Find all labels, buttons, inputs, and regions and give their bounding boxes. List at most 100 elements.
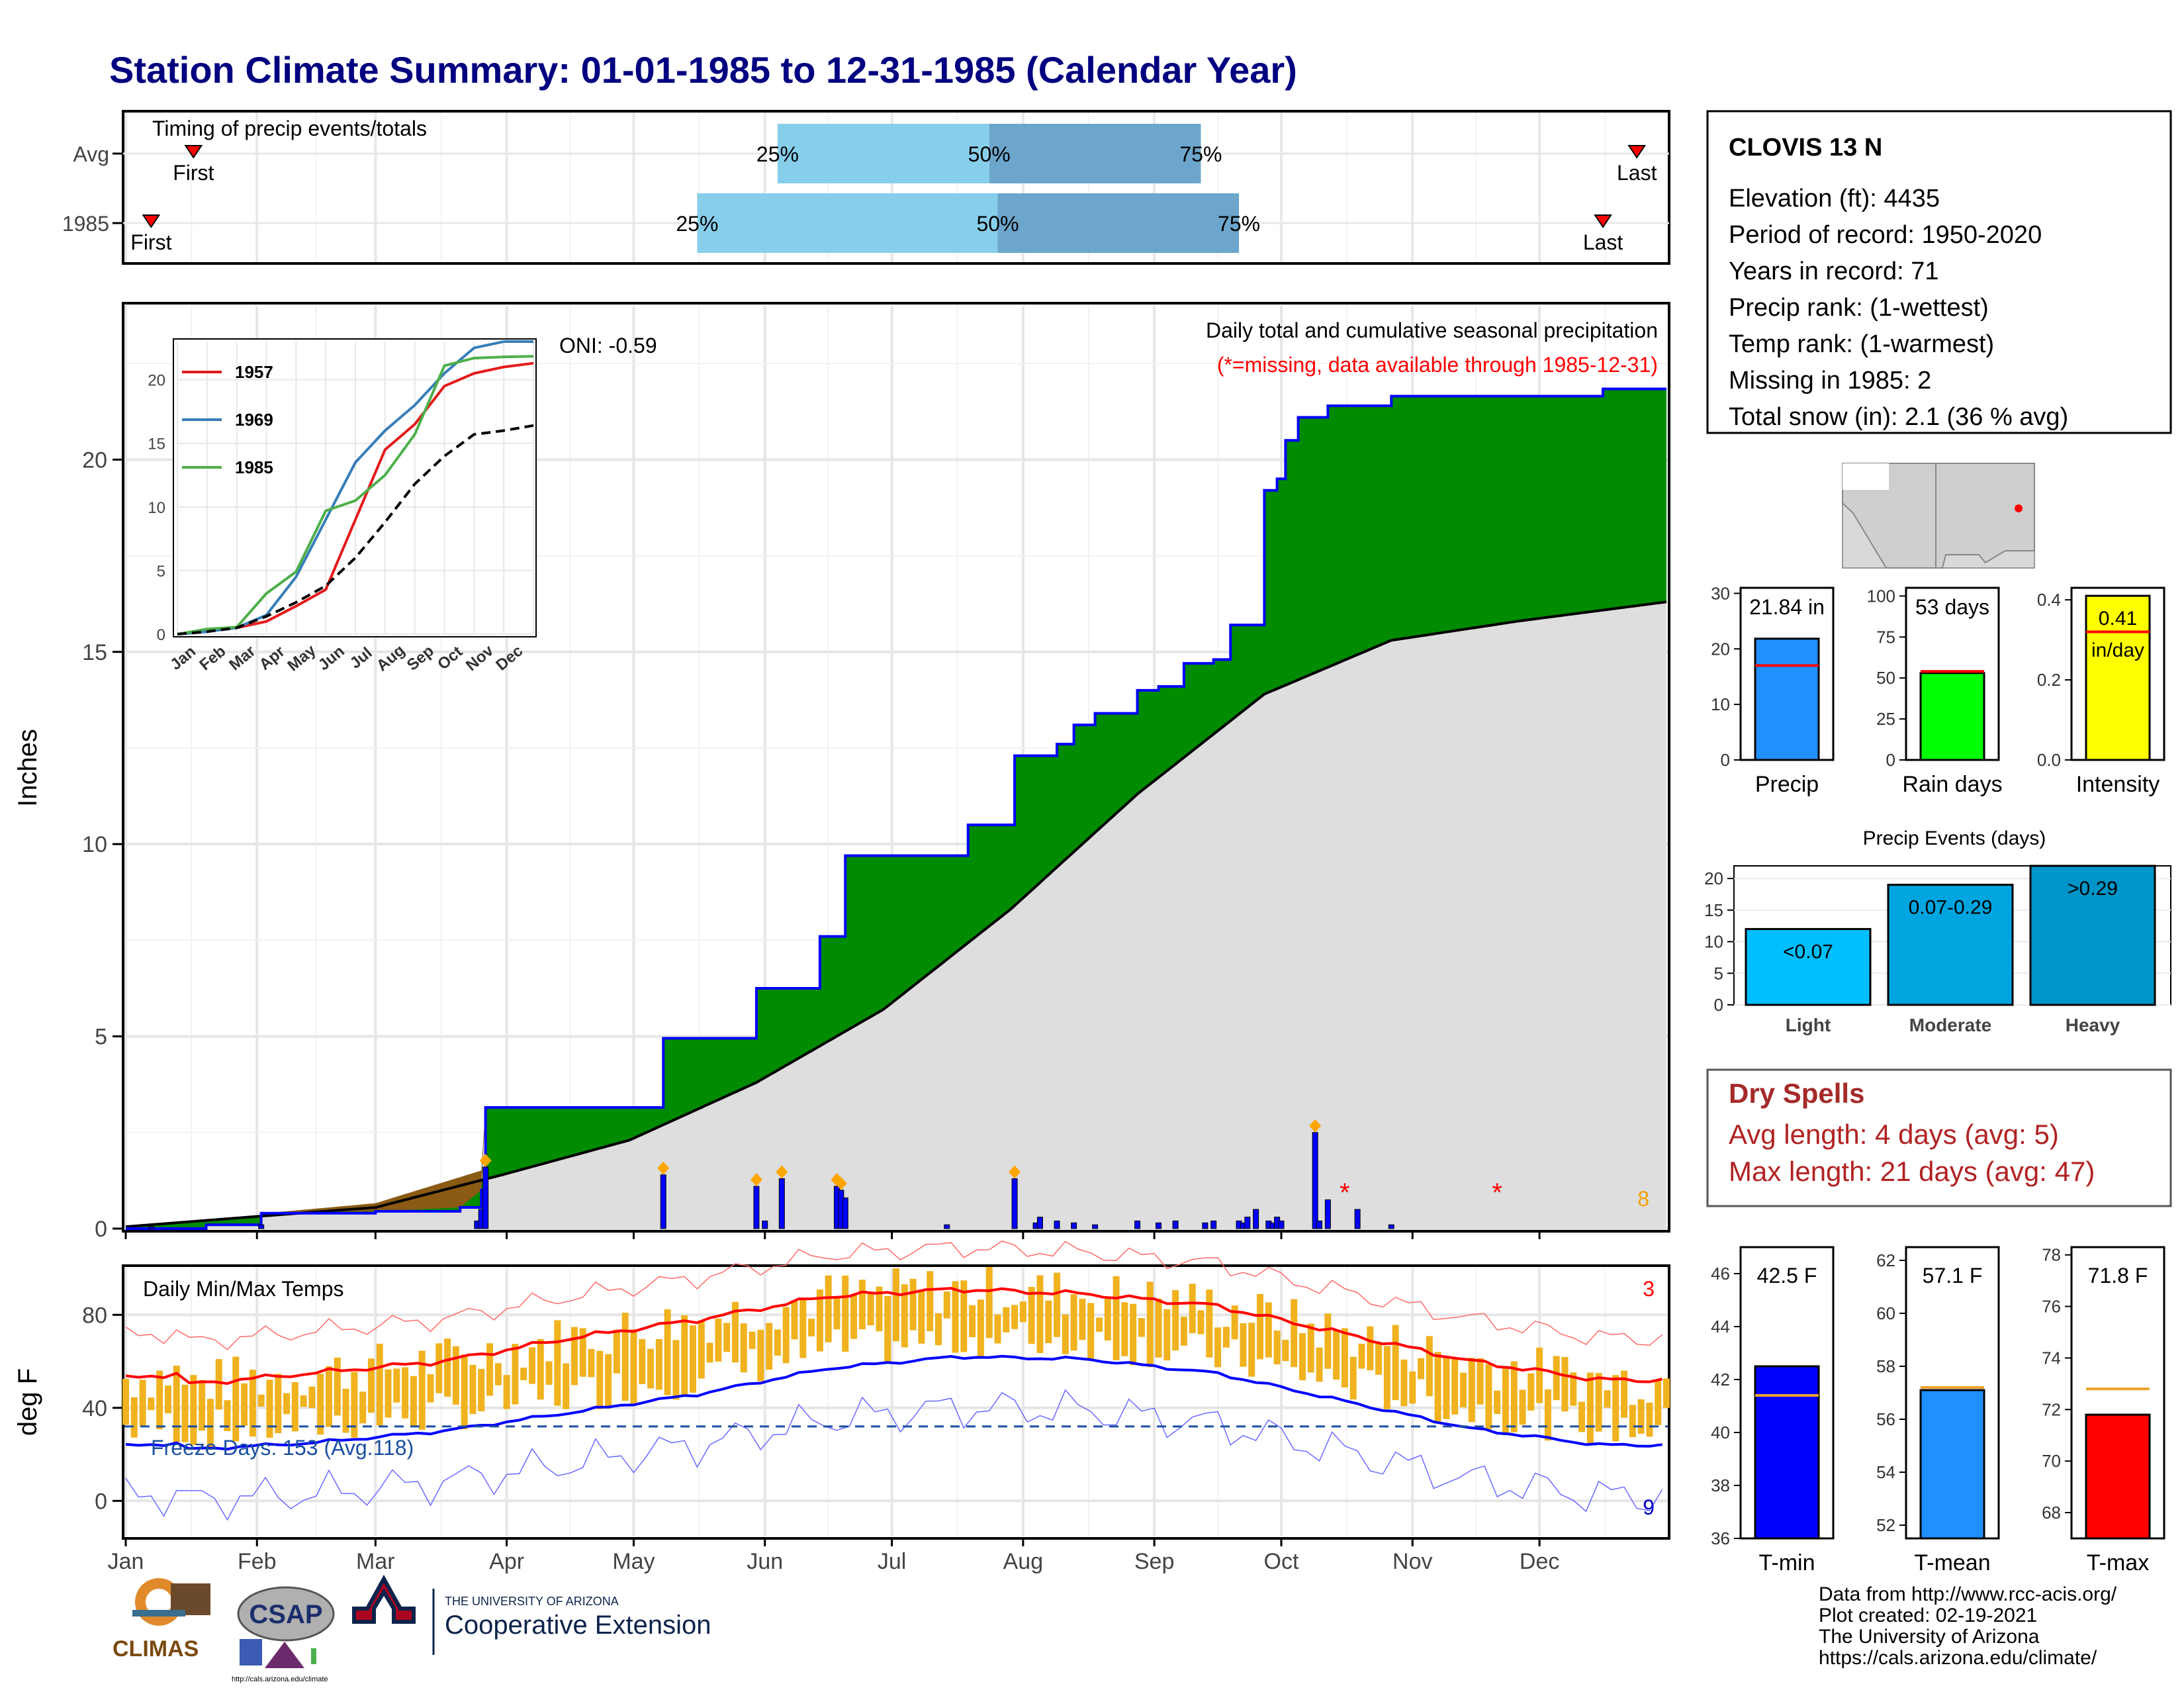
daily-temp-bar xyxy=(740,1323,747,1373)
daily-temp-bar xyxy=(1155,1298,1162,1358)
daily-temp-bar xyxy=(291,1382,298,1432)
last-event-label: Last xyxy=(1583,230,1623,254)
station-line: Total snow (in): 2.1 (36 % avg) xyxy=(1729,403,2068,431)
timing-bar-lower xyxy=(697,193,998,253)
summary-bar-label: Precip xyxy=(1755,772,1819,797)
precip-ytick-label: 5 xyxy=(95,1025,107,1050)
events-bar xyxy=(2029,865,2156,1006)
summary-bar xyxy=(1754,637,1820,761)
daily-temp-bar xyxy=(1655,1380,1662,1425)
daily-temp-bar xyxy=(1036,1275,1044,1353)
daily-temp-bar xyxy=(164,1385,171,1413)
daily-temp-bar xyxy=(1375,1343,1383,1375)
timing-pct-label: 25% xyxy=(756,142,799,166)
daily-temp-bar xyxy=(749,1331,756,1349)
daily-temp-bar xyxy=(715,1318,722,1362)
daily-temp-bar xyxy=(1536,1347,1543,1403)
daily-precip-bar xyxy=(1134,1220,1141,1229)
inset-legend-label: 1969 xyxy=(235,410,273,430)
daily-temp-bar xyxy=(181,1384,189,1442)
timing-pct-label: 50% xyxy=(968,142,1011,166)
temp-ytick-label: 40 xyxy=(82,1396,107,1421)
daily-precip-bar xyxy=(1054,1220,1060,1229)
daily-temp-bar xyxy=(893,1268,899,1342)
daily-temp-bar xyxy=(1180,1316,1187,1346)
events-bar-label: >0.29 xyxy=(2068,878,2118,900)
daily-temp-bar xyxy=(206,1399,214,1449)
temp-summary-panels: 36 38 40 42 44 46 T-min 42.5 F 52 54 56 58 60 62 T-mea… xyxy=(1711,1245,2165,1575)
daily-temp-bar xyxy=(825,1275,832,1342)
temp-ylabel: deg F xyxy=(13,1368,42,1436)
summary-value-text: in/day xyxy=(2091,639,2144,661)
daily-temp-bar xyxy=(130,1397,138,1438)
daily-temp-bar xyxy=(486,1343,494,1396)
summary-bar-panels: 0 10 20 30 Precip 21.84 in 0 25 50 75 100 Rain days… xyxy=(1711,583,2165,797)
daily-temp-bar xyxy=(1121,1302,1128,1356)
summary-bar-label: T-max xyxy=(2087,1550,2149,1575)
summary-ytick-label: 0 xyxy=(1886,750,1895,770)
temp-ytick-label: 80 xyxy=(82,1303,107,1328)
daily-temp-bar xyxy=(698,1320,705,1379)
daily-temp-bar xyxy=(478,1368,485,1412)
daily-temp-bar xyxy=(1138,1318,1145,1337)
daily-temp-bar xyxy=(985,1266,993,1338)
summary-ytick-label: 52 xyxy=(1876,1515,1895,1535)
daily-temp-bar xyxy=(1248,1323,1255,1377)
events-category-label: Light xyxy=(1786,1015,1831,1035)
month-label: Oct xyxy=(1264,1549,1299,1574)
month-label: Jun xyxy=(747,1549,783,1574)
daily-temp-bar xyxy=(1553,1356,1560,1401)
daily-temp-bar xyxy=(342,1388,349,1433)
daily-temp-bar xyxy=(1383,1346,1390,1409)
daily-temp-bar xyxy=(249,1370,256,1437)
timing-pct-label: 75% xyxy=(1179,142,1222,166)
daily-precip-bar xyxy=(1312,1132,1318,1229)
daily-temp-bar xyxy=(918,1291,925,1344)
month-label: Dec xyxy=(1520,1549,1559,1574)
ua-line1: THE UNIVERSITY OF ARIZONA xyxy=(445,1595,619,1608)
daily-temp-bar xyxy=(232,1356,240,1442)
daily-temp-bar xyxy=(190,1375,197,1445)
daily-temp-bar xyxy=(1494,1390,1501,1414)
daily-temp-bar xyxy=(1409,1371,1416,1404)
timing-label: Timing of precip events/totals xyxy=(152,117,427,140)
summary-bar xyxy=(2085,1413,2151,1540)
daily-temp-bar xyxy=(393,1368,400,1403)
timing-pct-label: 25% xyxy=(676,212,718,236)
summary-ytick-label: 72 xyxy=(2042,1399,2061,1419)
daily-temp-bar xyxy=(977,1299,984,1359)
daily-temp-bar xyxy=(901,1284,908,1348)
daily-temp-bar xyxy=(1510,1361,1518,1432)
precip-panel-subtitle: (*=missing, data available through 1985-… xyxy=(1217,353,1658,377)
summary-bar-label: Rain days xyxy=(1902,772,2002,797)
daily-temp-bar xyxy=(943,1291,950,1319)
daily-precip-bar xyxy=(753,1186,760,1229)
daily-temp-bar xyxy=(588,1348,595,1378)
summary-ytick-label: 0.0 xyxy=(2037,750,2061,770)
daily-temp-bar xyxy=(1519,1389,1526,1425)
daily-temp-bar xyxy=(537,1338,544,1400)
credit-line: Plot created: 02-19-2021 xyxy=(1819,1605,2037,1626)
station-line: Elevation (ft): 4435 xyxy=(1729,185,1940,212)
daily-temp-bar xyxy=(1214,1327,1222,1368)
climas-text: CLIMAS xyxy=(113,1636,199,1662)
daily-temp-bar xyxy=(1333,1331,1340,1380)
daily-temp-bar xyxy=(1011,1305,1019,1329)
last-event-marker xyxy=(1627,145,1647,159)
daily-temp-bar xyxy=(1273,1331,1281,1365)
daily-temp-bar xyxy=(1629,1405,1636,1437)
timing-pct-label: 50% xyxy=(976,212,1019,236)
heavy-event-marker xyxy=(1309,1119,1322,1133)
summary-ytick-label: 50 xyxy=(1876,668,1895,688)
precip-ytick-label: 20 xyxy=(82,447,107,473)
summary-ytick-label: 56 xyxy=(1876,1409,1895,1429)
daily-temp-bar xyxy=(723,1323,731,1352)
month-label: Aug xyxy=(1003,1549,1044,1574)
station-location-marker xyxy=(2015,504,2023,512)
station-line: Years in record: 71 xyxy=(1729,258,1939,285)
daily-temp-bar xyxy=(1570,1372,1577,1406)
record-high-count: 3 xyxy=(1643,1277,1655,1301)
daily-temp-bar xyxy=(1460,1372,1467,1408)
daily-temp-bar xyxy=(1298,1333,1306,1381)
summary-ytick-label: 36 xyxy=(1711,1528,1730,1548)
